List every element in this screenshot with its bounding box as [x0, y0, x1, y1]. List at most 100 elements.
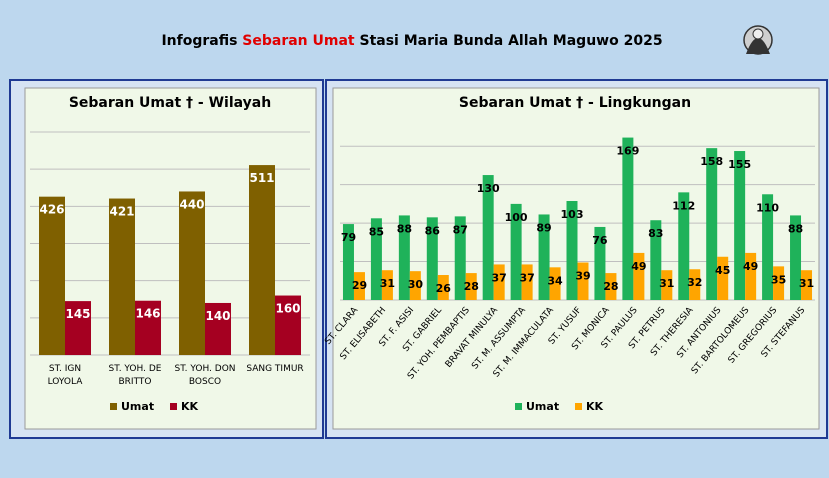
chart-title: Sebaran Umat † - Lingkungan — [459, 95, 691, 111]
bar — [65, 301, 91, 355]
bar — [493, 264, 505, 300]
bar — [409, 271, 421, 300]
legend-label: Umat — [121, 400, 154, 413]
bar — [454, 216, 466, 300]
bar — [689, 269, 701, 300]
data-label: 85 — [369, 225, 384, 238]
data-label: 100 — [505, 211, 528, 224]
bar — [577, 262, 589, 300]
bar — [249, 165, 275, 355]
data-label: 26 — [436, 282, 452, 295]
bar — [510, 203, 522, 300]
data-label: 28 — [603, 280, 618, 293]
data-label: 49 — [631, 260, 646, 273]
legend-label: KK — [586, 400, 604, 413]
bar — [482, 175, 494, 300]
bar — [465, 273, 477, 300]
data-label: 31 — [659, 277, 674, 290]
logo — [743, 25, 773, 55]
bar — [605, 273, 617, 300]
data-label: 49 — [743, 260, 758, 273]
data-label: 76 — [592, 234, 608, 247]
bar — [370, 218, 382, 300]
bar — [745, 252, 757, 300]
bar — [342, 224, 354, 300]
x-tick-label: SANG TIMUR — [246, 364, 304, 374]
data-label: 160 — [275, 302, 300, 316]
data-label: 35 — [771, 273, 786, 286]
bar — [790, 215, 802, 300]
bar — [179, 191, 205, 355]
data-label: 426 — [39, 203, 64, 217]
data-label: 28 — [464, 280, 479, 293]
bar — [205, 302, 231, 355]
legend-label: Umat — [526, 400, 559, 413]
x-tick-label: ST. YOH. DE BRITTO — [108, 364, 162, 387]
x-tick-label: ST. IGN LOYOLA — [47, 364, 83, 387]
data-label: 440 — [179, 197, 204, 211]
legend-swatch — [110, 403, 117, 410]
title-highlight: Sebaran Umat — [242, 33, 355, 49]
bar — [135, 300, 161, 355]
bar — [437, 275, 449, 300]
data-label: 29 — [352, 279, 367, 292]
data-label: 37 — [492, 271, 507, 284]
data-label: 140 — [205, 309, 230, 323]
legend-swatch — [575, 403, 582, 410]
data-label: 34 — [547, 274, 563, 287]
bar — [275, 295, 301, 355]
bar — [633, 252, 645, 300]
data-label: 511 — [249, 171, 274, 185]
data-label: 146 — [135, 307, 160, 321]
bar — [521, 264, 533, 300]
title-part: Stasi Maria Bunda Allah Maguwo 2025 — [355, 33, 663, 49]
page-title: Infografis Sebaran Umat Stasi Maria Bund… — [161, 33, 662, 49]
data-label: 88 — [788, 222, 803, 235]
data-label: 88 — [397, 222, 412, 235]
data-label: 103 — [561, 208, 584, 221]
bar — [109, 198, 135, 355]
data-label: 169 — [616, 145, 639, 158]
data-label: 83 — [648, 227, 663, 240]
data-label: 30 — [408, 278, 424, 291]
legend-label: KK — [181, 400, 199, 413]
bar — [650, 220, 662, 300]
data-label: 89 — [536, 221, 551, 234]
bar — [717, 256, 729, 300]
bar — [594, 226, 606, 300]
data-label: 79 — [341, 231, 356, 244]
bar — [678, 192, 690, 300]
data-label: 87 — [453, 223, 468, 236]
bar — [353, 272, 365, 300]
data-label: 112 — [672, 199, 695, 212]
chart-title: Sebaran Umat † - Wilayah — [69, 95, 271, 111]
data-label: 145 — [65, 307, 90, 321]
data-label: 37 — [519, 271, 534, 284]
data-label: 31 — [799, 277, 814, 290]
data-label: 86 — [425, 224, 441, 237]
bar — [734, 151, 746, 300]
data-label: 32 — [687, 276, 702, 289]
bar — [398, 215, 410, 300]
bar — [381, 270, 393, 300]
data-label: 39 — [575, 270, 590, 283]
bar — [706, 148, 718, 300]
bar — [762, 194, 774, 300]
data-label: 158 — [700, 155, 723, 168]
data-label: 45 — [715, 264, 730, 277]
data-label: 31 — [380, 277, 395, 290]
data-label: 155 — [728, 158, 751, 171]
title-part: Infografis — [161, 33, 242, 49]
data-label: 130 — [477, 182, 500, 195]
data-label: 421 — [109, 205, 134, 219]
bar — [566, 201, 578, 300]
bar — [549, 267, 561, 300]
bar — [773, 266, 785, 300]
bar — [538, 214, 550, 300]
data-label: 110 — [756, 201, 779, 214]
bar — [426, 217, 438, 300]
x-tick-label: ST. YOH. DON BOSCO — [174, 364, 236, 387]
bar — [39, 196, 65, 355]
